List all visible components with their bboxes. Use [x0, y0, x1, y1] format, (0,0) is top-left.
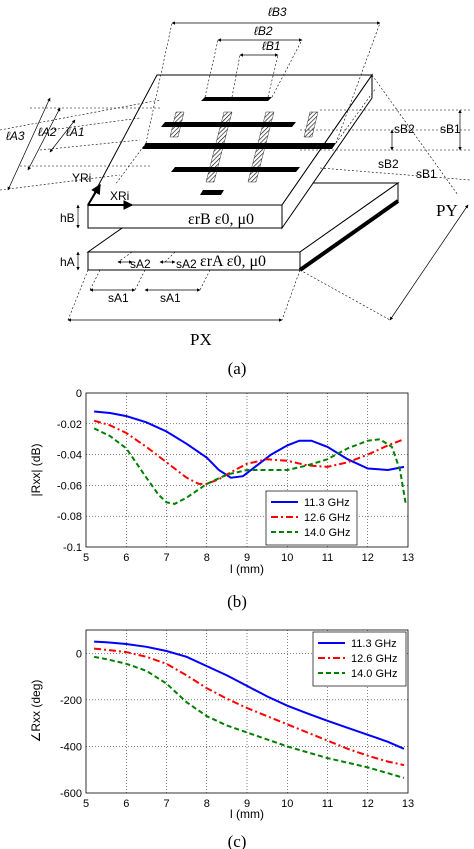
series-line-11-3-ghz [94, 410, 405, 479]
series-line-14-0-ghz [93, 427, 407, 506]
label-lB2: ℓB2 [254, 24, 273, 38]
label-sA1-a: sA1 [108, 291, 129, 305]
x-tick-label: 6 [123, 798, 129, 810]
label-PX: PX [190, 330, 212, 349]
label-sB1-top: sB1 [440, 122, 461, 136]
x-tick-label: 13 [402, 552, 414, 564]
label-lA3: ℓA3 [6, 129, 25, 143]
y-tick-label: -600 [60, 788, 82, 800]
structure-diagram [0, 21, 471, 322]
label-sB2-top: sB2 [394, 122, 415, 136]
series-line-11-3-ghz [94, 640, 405, 750]
label-hB: hB [60, 211, 75, 225]
y-tick-label: 0 [76, 388, 82, 400]
x-tick-label: 12 [362, 552, 374, 564]
x-tick-label: 10 [281, 552, 293, 564]
y-tick-label: -400 [60, 741, 82, 753]
legend-label: 14.0 GHz [351, 668, 397, 680]
legend-label: 12.6 GHz [351, 653, 397, 665]
y-tick-label: -0.02 [57, 419, 82, 431]
y-axis-arrow [87, 183, 101, 206]
y-tick-label: 0 [76, 648, 82, 660]
layer-b-side [281, 73, 373, 230]
label-sB1: sB1 [416, 167, 437, 181]
legend-label: 14.0 GHz [304, 527, 350, 539]
x-tick-label: 13 [402, 798, 414, 810]
label-sB2: sB2 [378, 157, 399, 171]
x-tick-label: 11 [322, 798, 333, 810]
caption-c: (c) [228, 832, 247, 849]
label-lA1: ℓA1 [66, 125, 85, 139]
label-PY: PY [436, 201, 458, 220]
label-sA2-b: sA2 [176, 257, 197, 271]
y-tick-label: -200 [60, 695, 82, 707]
y-tick-label: -0.04 [57, 450, 82, 462]
label-lB3: ℓB3 [268, 5, 287, 19]
y-tick-label: -0.06 [57, 480, 82, 492]
x-tick-label: 9 [244, 552, 250, 564]
x-tick-label: 5 [83, 552, 89, 564]
phase-chart: 5 6 7 8 9 10 11 12 13 0 -200 -400 -600 l (mm) ∠Rxx (… [29, 629, 414, 821]
label-lB1: ℓB1 [262, 39, 281, 53]
xlabel-c: l (mm) [230, 807, 264, 821]
label-YRi: YRi [72, 171, 91, 185]
xlabel-b: l (mm) [230, 562, 264, 576]
x-tick-label: 8 [204, 552, 210, 564]
series-line-12-6-ghz [94, 647, 405, 767]
x-tick-label: 11 [322, 552, 333, 564]
label-sA1-b: sA1 [160, 291, 181, 305]
magnitude-chart: 5 6 7 8 9 10 11 12 13 0 -0.02 -0.04 -0.06 -0.08 -0.1 l… [29, 388, 414, 576]
ylabel-b: |Rxx| (dB) [29, 444, 43, 497]
x-tick-label: 5 [83, 798, 89, 810]
x-tick-label: 9 [244, 798, 250, 810]
x-tick-label: 6 [123, 552, 129, 564]
caption-b: (b) [227, 592, 247, 611]
x-tick-label: 7 [163, 798, 169, 810]
caption-a: (a) [228, 359, 247, 378]
label-sA2-a: sA2 [130, 257, 151, 271]
y-tick-label: -0.08 [57, 511, 82, 523]
label-hA: hA [60, 255, 75, 269]
x-tick-label: 10 [281, 798, 293, 810]
label-lA2: ℓA2 [38, 125, 57, 139]
layer-a-material: εrA ε0, μ0 [200, 253, 266, 270]
x-tick-label: 8 [204, 798, 210, 810]
legend-label: 11.3 GHz [304, 497, 350, 509]
dipole-array [142, 97, 336, 195]
legend-label: 12.6 GHz [304, 512, 350, 524]
x-tick-label: 12 [362, 798, 374, 810]
x-tick-label: 7 [163, 552, 169, 564]
legend-label: 11.3 GHz [351, 638, 397, 650]
ground-plane [298, 199, 400, 272]
y-tick-label: -0.1 [63, 542, 82, 554]
ylabel-c: ∠Rxx (deg) [29, 680, 43, 743]
layer-b-material: εrB ε0, μ0 [188, 211, 254, 228]
label-XRi: XRi [110, 189, 129, 203]
